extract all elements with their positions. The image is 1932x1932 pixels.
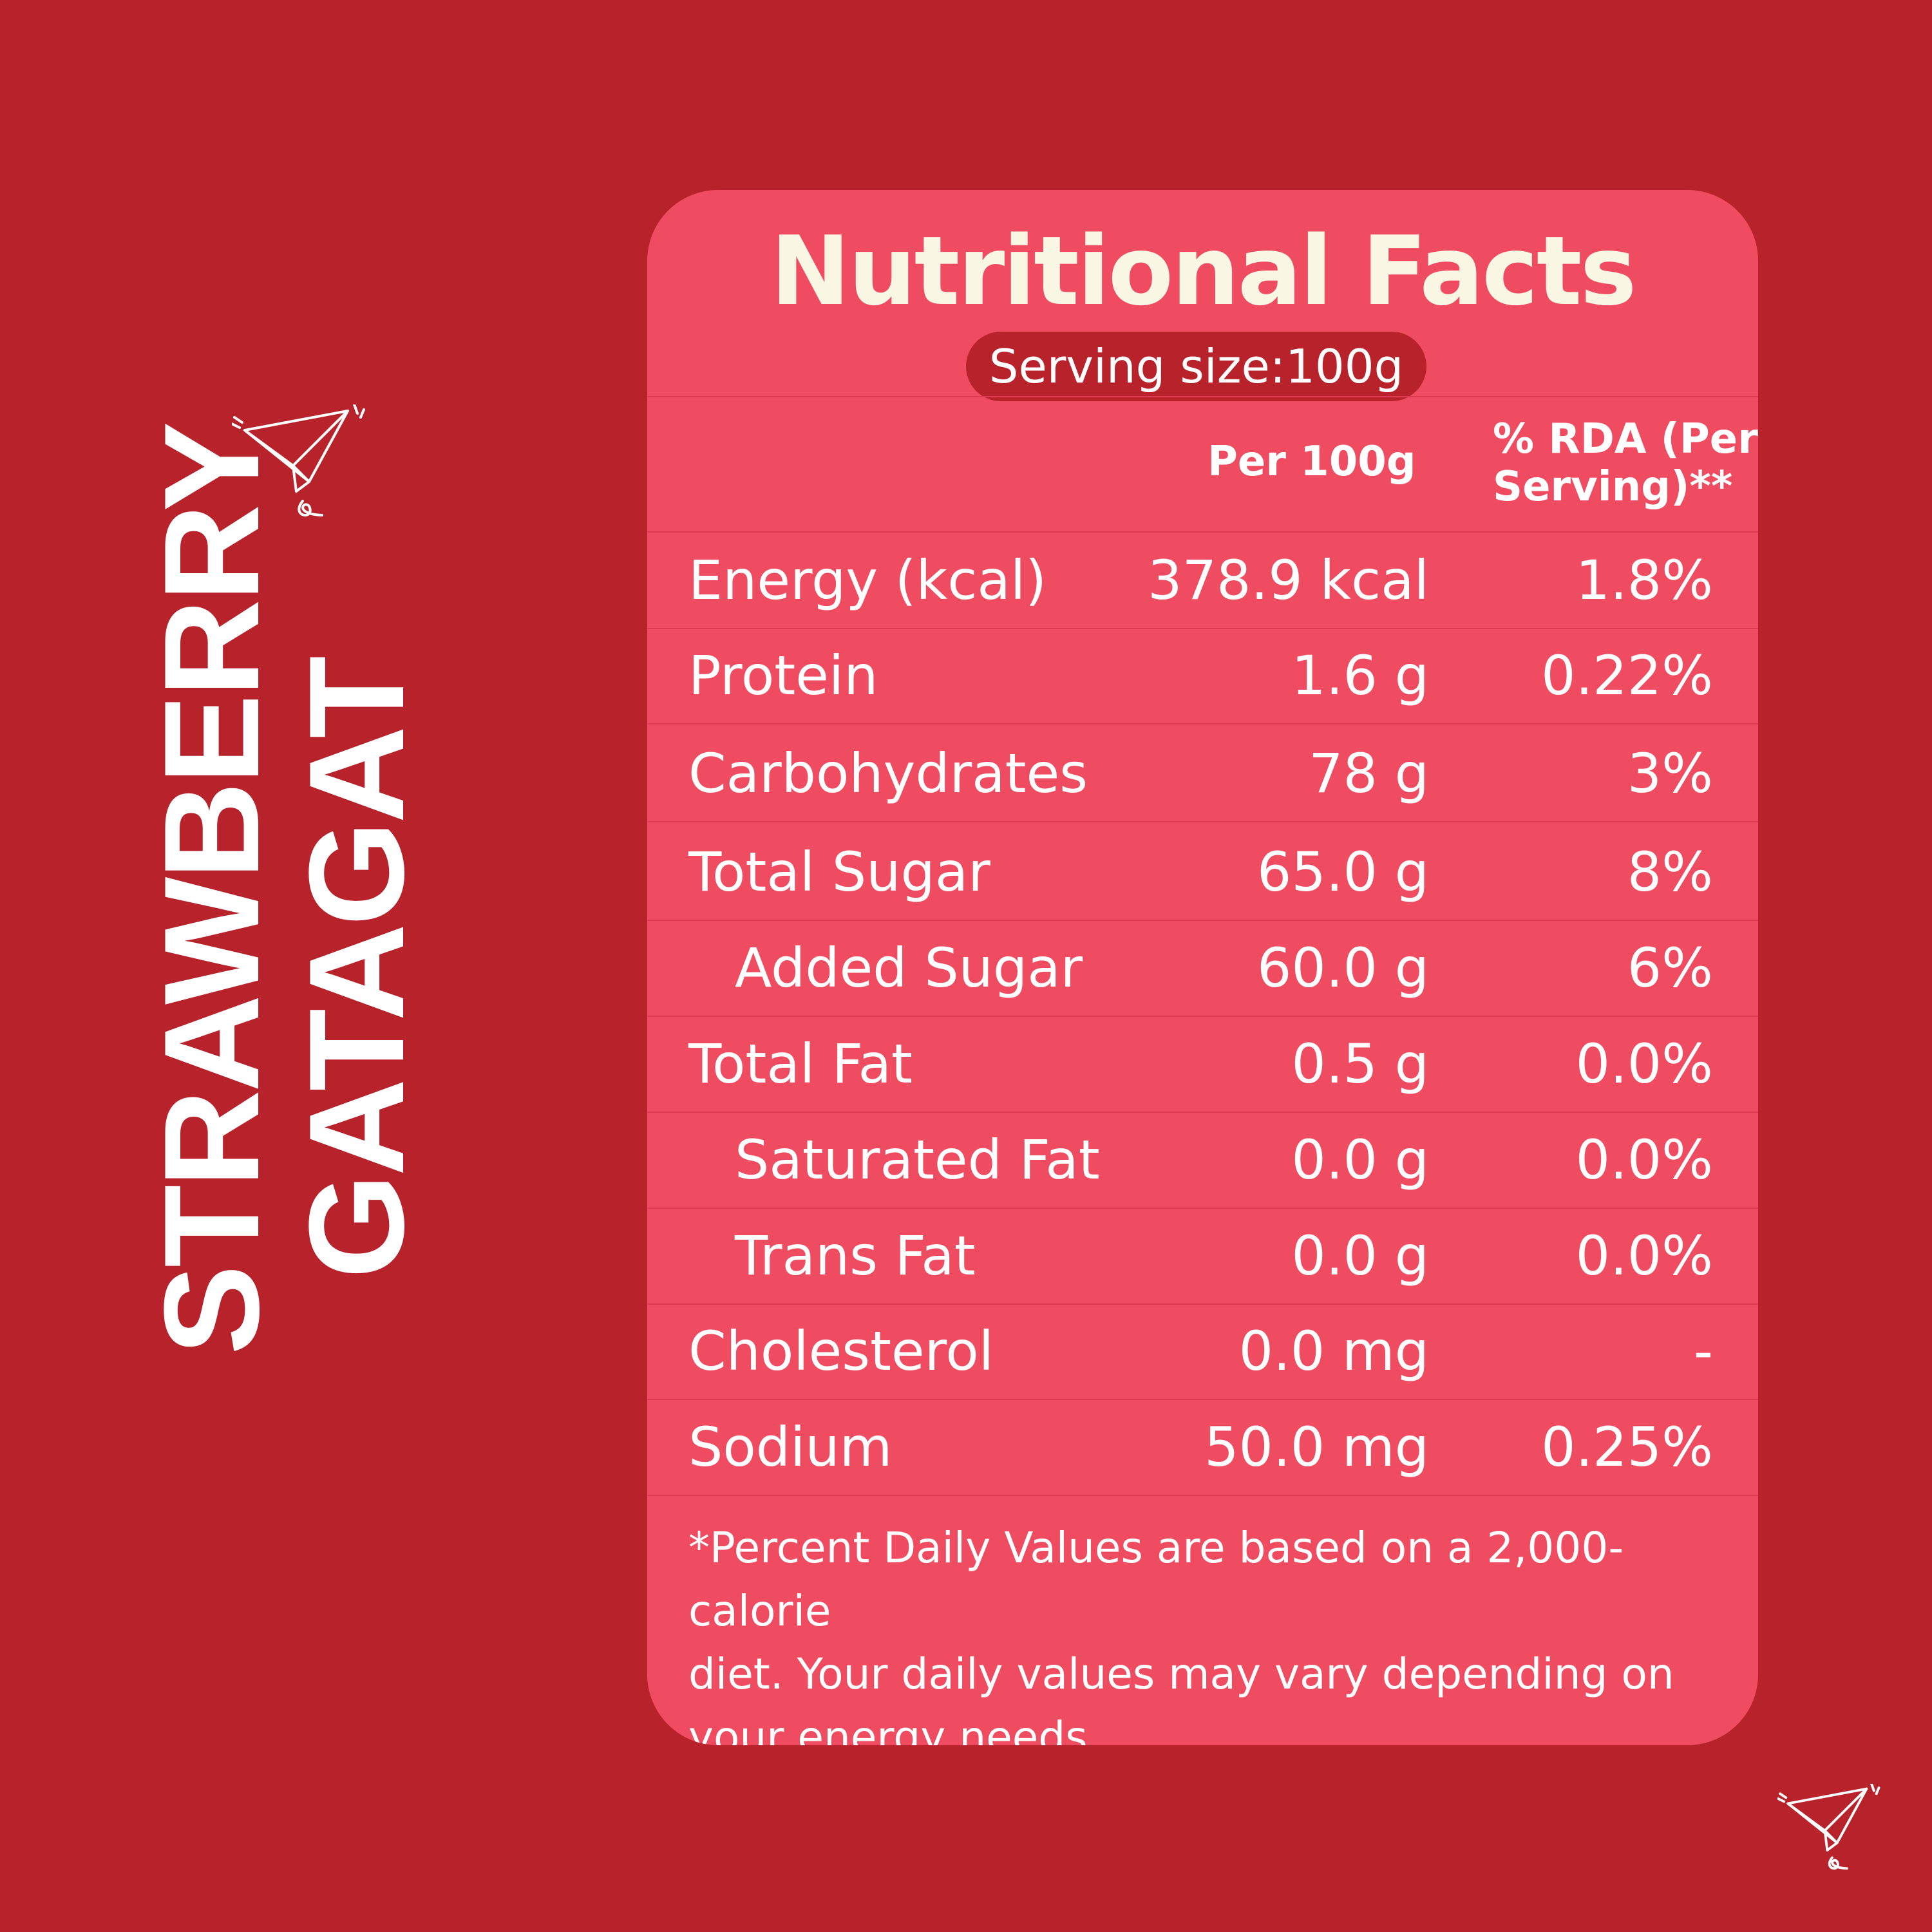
nutrient-value: 60.0 g xyxy=(1256,936,1429,999)
divider xyxy=(647,1399,1758,1400)
per-100g-header: Per 100g xyxy=(1208,438,1416,486)
divider xyxy=(647,723,1758,724)
divider xyxy=(647,396,1758,397)
footnote-line: your energy needs. xyxy=(688,1712,1101,1745)
nutrient-value: 0.0 g xyxy=(1291,1224,1429,1287)
table-row: Total Fat 0.5 g 0.0% xyxy=(647,1016,1758,1112)
nutrient-value: 1.6 g xyxy=(1291,644,1429,707)
footnote-line: *Percent Daily Values are based on a 2,0… xyxy=(688,1523,1624,1636)
nutrient-value: 78 g xyxy=(1309,742,1429,805)
nutrient-rda: - xyxy=(1693,1320,1713,1383)
nutrient-value: 0.0 g xyxy=(1291,1128,1429,1191)
nutrient-label: Total Fat xyxy=(688,1032,913,1095)
divider xyxy=(647,920,1758,921)
nutrient-rda: 0.22% xyxy=(1541,644,1713,707)
table-row: Total Sugar 65.0 g 8% xyxy=(647,824,1758,920)
nutrient-rda: 8% xyxy=(1627,840,1713,904)
table-row: Cholesterol 0.0 mg - xyxy=(647,1303,1758,1399)
table-row: Added Sugar 60.0 g 6% xyxy=(647,920,1758,1016)
brand-line-1: STRAWBERRY xyxy=(136,424,287,1355)
nutrient-label: Added Sugar xyxy=(735,936,1083,999)
nutrient-value: 65.0 g xyxy=(1256,840,1429,904)
nutrient-label: Trans Fat xyxy=(735,1224,976,1287)
divider xyxy=(647,1303,1758,1305)
nutrient-label: Energy (kcal) xyxy=(688,549,1046,612)
nutrient-value: 50.0 mg xyxy=(1204,1416,1429,1479)
table-row: Carbohydrates 78 g 3% xyxy=(647,726,1758,821)
nutrient-label: Total Sugar xyxy=(688,840,990,904)
brand-line-2: GATAGAT xyxy=(281,658,432,1279)
nutrient-label: Protein xyxy=(688,644,878,707)
serving-size-badge: Serving size:100g xyxy=(966,332,1426,401)
table-row: Trans Fat 0.0 g 0.0% xyxy=(647,1208,1758,1303)
nutrient-rda: 0.0% xyxy=(1575,1128,1713,1191)
rda-header-line-2: Serving)** xyxy=(1493,463,1733,511)
footnote-line: diet. Your daily values may vary dependi… xyxy=(688,1649,1674,1699)
table-row: Protein 1.6 g 0.22% xyxy=(647,628,1758,723)
nutrient-rda: 0.0% xyxy=(1575,1224,1713,1287)
table-row: Saturated Fat 0.0 g 0.0% xyxy=(647,1112,1758,1208)
footnote: *Percent Daily Values are based on a 2,0… xyxy=(688,1517,1732,1745)
card-title: Nutritional Facts xyxy=(770,216,1636,327)
table-row: Sodium 50.0 mg 0.25% xyxy=(647,1399,1758,1495)
nutrient-rda: 0.25% xyxy=(1541,1416,1713,1479)
rda-header-line-1: % RDA (Per xyxy=(1493,415,1758,463)
divider xyxy=(647,1112,1758,1113)
divider xyxy=(647,1208,1758,1209)
nutrition-card: Nutritional Facts Serving size:100g Per … xyxy=(647,190,1758,1745)
divider xyxy=(647,1495,1758,1496)
rda-header: % RDA (Per Serving)** xyxy=(1493,415,1758,511)
divider xyxy=(647,821,1758,822)
nutrient-value: 0.5 g xyxy=(1291,1032,1429,1095)
nutrient-label: Cholesterol xyxy=(688,1320,994,1383)
nutrient-value: 378.9 kcal xyxy=(1148,549,1429,612)
brand-title: STRAWBERRY GATAGAT xyxy=(136,424,448,1355)
nutrient-rda: 6% xyxy=(1627,936,1713,999)
nutrient-label: Sodium xyxy=(688,1416,893,1479)
nutrient-label: Saturated Fat xyxy=(735,1128,1100,1191)
paper-plane-icon xyxy=(1777,1784,1887,1877)
nutrient-rda: 1.8% xyxy=(1575,549,1713,612)
nutrient-rda: 0.0% xyxy=(1575,1032,1713,1095)
divider xyxy=(647,628,1758,629)
table-row: Energy (kcal) 378.9 kcal 1.8% xyxy=(647,533,1758,628)
divider xyxy=(647,531,1758,533)
nutrient-value: 0.0 mg xyxy=(1238,1320,1429,1383)
paper-plane-icon xyxy=(232,404,374,527)
nutrient-label: Carbohydrates xyxy=(688,742,1088,805)
divider xyxy=(647,1016,1758,1017)
nutrient-rda: 3% xyxy=(1627,742,1713,805)
